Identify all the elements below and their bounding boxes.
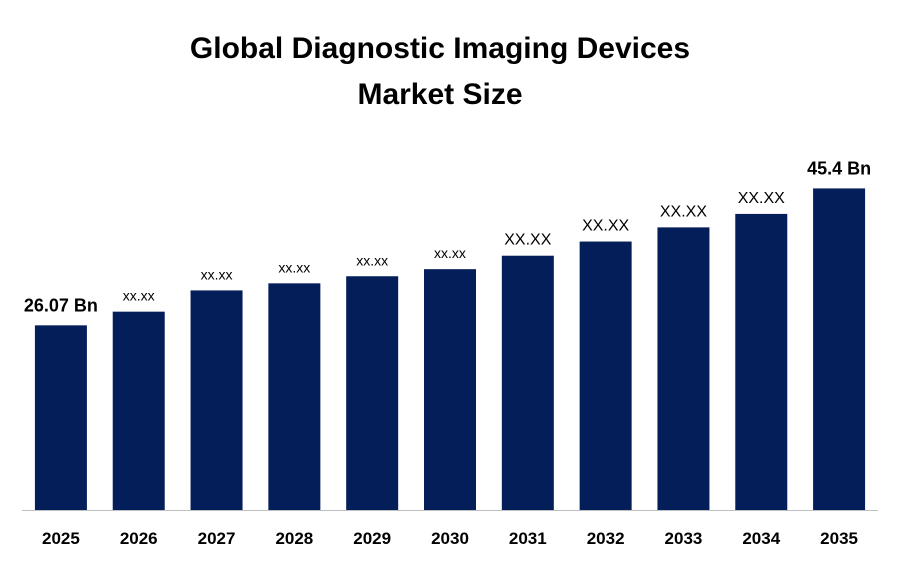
bar-2032 <box>579 241 632 510</box>
bar-2035 <box>813 188 866 510</box>
data-label-2035: 45.4 Bn <box>807 158 871 178</box>
x-tick-labels-group: 2025 2026 2027 2028 2029 2030 2031 2032 2033 2034… <box>42 529 858 548</box>
x-tick-label-2033: 2033 <box>665 529 703 548</box>
data-label-2025: 26.07 Bn <box>24 295 98 315</box>
x-tick-label-2028: 2028 <box>275 529 313 548</box>
data-labels-group: 26.07 Bn xx.xx xx.xx xx.xx xx.xx xx.xx XX.XX XX… <box>24 158 871 315</box>
data-label-2033: XX.XX <box>660 203 707 220</box>
bar-2033 <box>657 227 710 510</box>
chart-title-line-1: Global Diagnostic Imaging Devices <box>189 32 691 65</box>
bar-2031 <box>501 255 554 510</box>
bar-2034 <box>735 213 788 510</box>
bar-2027 <box>190 290 243 510</box>
x-tick-label-2026: 2026 <box>120 529 158 548</box>
x-tick-label-2034: 2034 <box>742 529 780 548</box>
bar-2029 <box>346 276 399 510</box>
bar-2028 <box>268 283 321 510</box>
chart-title: Global Diagnostic Imaging Devices Market… <box>0 26 880 118</box>
data-label-2031: XX.XX <box>504 232 551 249</box>
bar-2025 <box>34 325 87 510</box>
x-tick-label-2027: 2027 <box>198 529 236 548</box>
x-tick-label-2029: 2029 <box>353 529 391 548</box>
bar-2030 <box>424 269 476 510</box>
data-label-2029: xx.xx <box>356 252 388 268</box>
bar-2026 <box>112 311 165 510</box>
x-tick-label-2030: 2030 <box>431 529 469 548</box>
x-tick-label-2031: 2031 <box>509 529 547 548</box>
data-label-2032: XX.XX <box>582 218 629 235</box>
x-tick-label-2032: 2032 <box>587 529 625 548</box>
bars-group <box>34 188 866 510</box>
x-tick-label-2035: 2035 <box>820 529 858 548</box>
data-label-2026: xx.xx <box>123 288 155 304</box>
data-label-2030: xx.xx <box>434 245 466 261</box>
chart-title-line-2: Market Size <box>357 78 523 111</box>
data-label-2027: xx.xx <box>201 266 233 282</box>
data-label-2034: XX.XX <box>738 190 785 207</box>
x-tick-label-2025: 2025 <box>42 529 80 548</box>
data-label-2028: xx.xx <box>278 259 310 275</box>
